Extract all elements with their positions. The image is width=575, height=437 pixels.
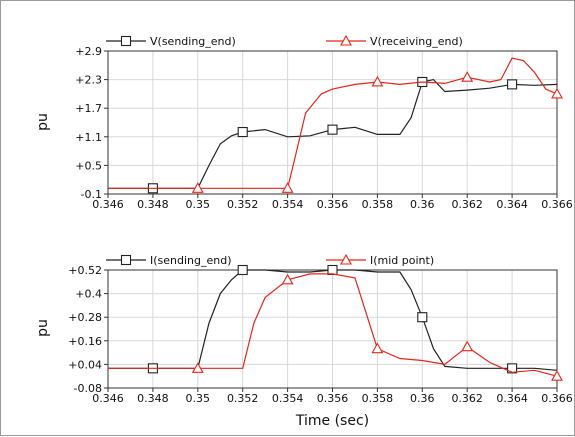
- x-tick-label: 0.346: [92, 198, 124, 211]
- square-marker: [507, 79, 518, 90]
- triangle-marker: [191, 182, 204, 193]
- triangle-marker: [371, 342, 384, 354]
- x-tick-label: 0.354: [272, 198, 304, 211]
- y-tick-label: -0.08: [74, 382, 102, 395]
- y-tick-label: +0.16: [68, 335, 102, 348]
- triangle-marker: [461, 340, 474, 352]
- triangle-marker: [551, 87, 563, 99]
- x-tick-label: 0.35: [186, 392, 211, 405]
- series-line: [108, 78, 558, 189]
- x-tick-label: 0.362: [451, 392, 483, 405]
- x-tick-label: 0.348: [137, 198, 169, 211]
- y-tick-label: +0.4: [75, 288, 102, 301]
- x-tick-label: 0.346: [92, 392, 124, 405]
- legend-label: I(sending_end): [150, 254, 232, 267]
- triangle-marker: [191, 362, 204, 373]
- y-tick-label: +2.9: [75, 45, 102, 58]
- x-tick-label: 0.356: [317, 198, 349, 211]
- x-tick-label: 0.352: [227, 392, 259, 405]
- y-tick-label: +0.28: [68, 311, 102, 324]
- legend-square-marker: [120, 254, 132, 266]
- x-tick-label: 0.358: [362, 392, 394, 405]
- series-line: [108, 269, 558, 371]
- square-marker: [237, 264, 248, 276]
- x-tick-label: 0.348: [137, 392, 169, 405]
- legend-label: I(mid point): [370, 254, 434, 267]
- current-chart: 0.346 0.348 0.35 0.352 0.354 0.356 0.358 0.36 0.…: [35, 253, 573, 429]
- y-tick-label: +0.5: [75, 159, 102, 172]
- legend-label: V(sending_end): [150, 35, 236, 48]
- voltage-chart: 0.346 0.348 0.35 0.352 0.354 0.356 0.358 0.36 0.…: [35, 34, 573, 211]
- y-tick-label: +0.52: [68, 264, 102, 277]
- y-axis-label: pu: [35, 319, 51, 337]
- x-tick-label: 0.36: [410, 198, 435, 211]
- x-tick-label: 0.354: [272, 392, 304, 405]
- x-tick-label: 0.36: [410, 392, 435, 405]
- legend-triangle-marker: [340, 253, 352, 265]
- y-axis-label: pu: [35, 113, 51, 131]
- legend-label: V(receiving_end): [370, 35, 463, 48]
- series-line: [108, 273, 558, 377]
- y-tick-label: +1.1: [75, 131, 102, 144]
- triangle-marker: [281, 273, 294, 285]
- x-tick-label: 0.362: [451, 198, 483, 211]
- x-tick-label: 0.358: [362, 198, 394, 211]
- triangle-marker: [461, 71, 474, 82]
- triangle-marker: [281, 182, 294, 193]
- x-axis-label: Time (sec): [295, 413, 369, 429]
- x-tick-label: 0.364: [496, 392, 528, 405]
- square-marker: [327, 124, 338, 135]
- triangle-marker: [551, 370, 563, 381]
- x-tick-label: 0.356: [317, 392, 349, 405]
- series-line: [108, 57, 558, 189]
- y-tick-label: +0.04: [68, 358, 102, 371]
- x-tick-label: 0.366: [541, 198, 573, 211]
- square-marker: [417, 312, 428, 323]
- triangle-marker: [371, 75, 384, 87]
- square-marker: [327, 264, 338, 276]
- legend-triangle-marker: [340, 34, 352, 46]
- legend-square-marker: [120, 35, 132, 47]
- x-tick-label: 0.364: [496, 198, 528, 211]
- square-marker: [237, 126, 248, 138]
- y-tick-label: -0.1: [81, 188, 102, 201]
- x-tick-label: 0.352: [227, 198, 259, 211]
- x-tick-label: 0.35: [186, 198, 211, 211]
- x-tick-label: 0.366: [541, 392, 573, 405]
- y-tick-label: +2.3: [75, 74, 102, 87]
- y-tick-label: +1.7: [75, 102, 102, 115]
